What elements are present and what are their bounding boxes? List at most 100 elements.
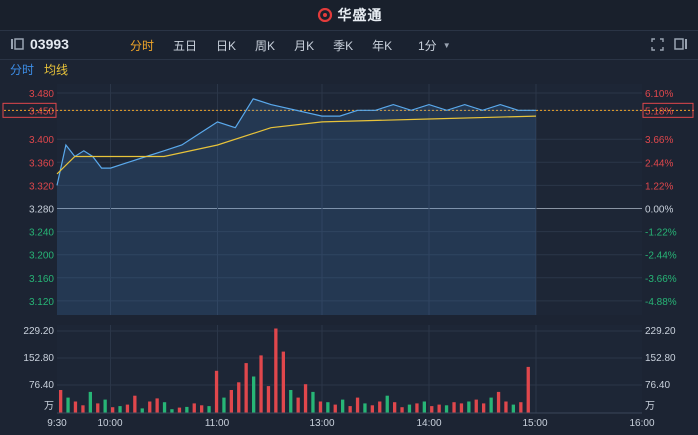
volume-bar <box>459 403 464 413</box>
volume-bar <box>415 403 419 413</box>
fullscreen-icon[interactable] <box>651 37 664 51</box>
period-tabs: 分时 五日 日K 周K 月K 季K 年K <box>130 37 411 54</box>
volume-bar <box>474 399 478 413</box>
volume-axis-label: 76.40 <box>29 380 54 391</box>
current-pct-box <box>642 102 694 118</box>
volume-bar <box>296 397 300 413</box>
volume-bar <box>333 404 337 413</box>
volume-bar <box>437 404 441 413</box>
legend-line-label[interactable]: 分时 <box>10 63 35 77</box>
tab-fenshi[interactable]: 分时 <box>130 39 155 53</box>
volume-bar <box>155 398 159 413</box>
time-axis-label: 14:00 <box>416 418 441 429</box>
volume-bar <box>393 402 397 413</box>
tab-quarter-k[interactable]: 季K <box>333 39 354 53</box>
volume-bar <box>385 395 389 413</box>
volume-bar <box>185 406 189 413</box>
volume-bar <box>118 406 122 413</box>
pct-axis-label: 0.00% <box>645 205 673 216</box>
volume-axis-label: 万 <box>44 401 54 412</box>
price-axis-label: 3.320 <box>29 181 54 192</box>
price-axis-label: 3.240 <box>29 228 54 239</box>
volume-bar <box>467 401 471 413</box>
tab-five-day[interactable]: 五日 <box>173 39 198 53</box>
volume-bar <box>504 401 508 413</box>
app-header: 华盛通 <box>0 0 698 31</box>
volume-bar <box>281 351 285 413</box>
volume-bar <box>526 366 530 413</box>
volume-bar <box>274 328 278 413</box>
volume-bar <box>400 407 404 413</box>
pct-axis-label: 1.22% <box>645 181 673 192</box>
price-axis-label: 3.360 <box>29 158 54 169</box>
volume-axis-label: 152.80 <box>23 353 54 364</box>
volume-bar <box>111 407 115 413</box>
price-axis-label: 3.450 <box>29 106 54 117</box>
volume-bar <box>207 406 211 413</box>
price-axis-label: 3.160 <box>29 274 54 285</box>
volume-bar <box>259 355 263 413</box>
brand-name: 华盛通 <box>337 7 383 23</box>
pct-axis-label: 2.44% <box>645 158 673 169</box>
volume-bar <box>133 395 137 413</box>
volume-bar <box>125 404 130 413</box>
volume-bar <box>444 405 449 413</box>
chevron-down-icon: ▼ <box>442 41 451 50</box>
volume-axis-label: 万 <box>645 401 655 412</box>
volume-bar <box>96 403 100 413</box>
volume-bar <box>341 399 345 413</box>
time-axis-label: 15:00 <box>522 418 547 429</box>
volume-bar <box>519 402 523 413</box>
volume-bar <box>200 405 204 413</box>
volume-bar <box>289 390 293 413</box>
volume-bar <box>430 406 434 413</box>
tab-year-k[interactable]: 年K <box>372 39 393 53</box>
volume-bar <box>378 401 382 413</box>
brand-logo: 华盛通 <box>316 5 383 25</box>
time-axis-label: 13:00 <box>309 418 334 429</box>
volume-axis-label: 229.20 <box>23 326 54 337</box>
volume-bar <box>59 390 63 413</box>
pct-axis-label: -3.66% <box>645 274 677 285</box>
time-axis-label: 11:00 <box>205 418 230 429</box>
chart-toolbar: 03993 分时 五日 日K 周K 月K 季K 年K 1分 ▼ <box>0 31 698 60</box>
legend-avg-label[interactable]: 均线 <box>44 63 69 77</box>
volume-bar <box>355 397 360 413</box>
time-axis-label: 10:00 <box>97 418 122 429</box>
tab-month-k[interactable]: 月K <box>294 39 315 53</box>
tab-day-k[interactable]: 日K <box>216 39 237 53</box>
volume-bar <box>177 407 182 413</box>
volume-bar <box>88 391 92 413</box>
collapse-right-panel-icon[interactable] <box>674 37 688 51</box>
pct-axis-label: -1.22% <box>645 228 677 239</box>
minute-period-select[interactable]: 1分 ▼ <box>418 37 451 54</box>
volume-bar <box>303 384 308 413</box>
stock-code: 03993 <box>30 36 69 52</box>
pct-axis-label: 6.10% <box>645 89 673 100</box>
volume-bar <box>148 401 152 413</box>
volume-bar <box>496 391 501 413</box>
volume-bar <box>318 401 323 413</box>
price-area <box>57 98 536 315</box>
price-line-series <box>56 98 536 186</box>
volume-bar <box>103 399 107 413</box>
volume-bar <box>348 406 352 413</box>
volume-bar <box>237 382 241 413</box>
volume-bar <box>162 402 167 413</box>
volume-bar <box>252 376 256 413</box>
minute-period-label: 1分 <box>418 39 437 53</box>
volume-bar <box>266 386 271 413</box>
tab-week-k[interactable]: 周K <box>255 39 276 53</box>
price-axis-label: 3.200 <box>29 251 54 262</box>
collapse-left-panel-icon[interactable] <box>10 37 24 51</box>
price-axis-label: 3.120 <box>29 297 54 308</box>
volume-bar <box>244 363 248 413</box>
pct-axis-label: 5.18% <box>645 106 673 117</box>
volume-bar <box>214 370 219 413</box>
volume-axis-label: 152.80 <box>645 353 676 364</box>
volume-axis-label: 76.40 <box>645 380 670 391</box>
time-axis-label: 9:30 <box>47 418 67 429</box>
brand-logo-icon <box>317 8 332 22</box>
